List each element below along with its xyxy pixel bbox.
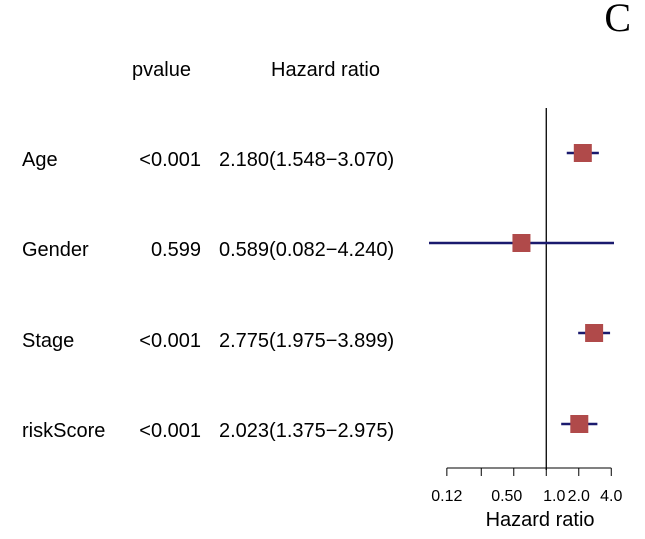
pvalue-column-header: pvalue bbox=[132, 59, 191, 81]
row-name-age: Age bbox=[22, 149, 58, 171]
panel-label: C bbox=[604, 0, 631, 40]
hr-box-gender bbox=[512, 234, 531, 252]
x-tick-label-3: 1.0 bbox=[543, 488, 565, 505]
x-tick-label-0: 0.12 bbox=[431, 488, 462, 505]
hr-box-stage bbox=[585, 324, 604, 342]
row-pvalue-riskscore: <0.001 bbox=[139, 420, 201, 442]
row-pvalue-age: <0.001 bbox=[139, 149, 201, 171]
hr-box-riskscore bbox=[570, 415, 589, 433]
row-hr-age: 2.180(1.548−3.070) bbox=[219, 149, 395, 171]
row-pvalue-stage: <0.001 bbox=[139, 330, 201, 352]
row-hr-stage: 2.775(1.975−3.899) bbox=[219, 330, 395, 352]
row-hr-gender: 0.589(0.082−4.240) bbox=[219, 239, 395, 261]
x-tick-label-5: 4.0 bbox=[600, 488, 622, 505]
row-name-riskscore: riskScore bbox=[22, 420, 106, 442]
x-tick-label-4: 2.0 bbox=[568, 488, 590, 505]
row-hr-riskscore: 2.023(1.375−2.975) bbox=[219, 420, 395, 442]
x-axis-title: Hazard ratio bbox=[486, 509, 595, 531]
row-pvalue-gender: 0.599 bbox=[150, 239, 201, 261]
hr-box-age bbox=[573, 144, 592, 162]
row-name-gender: Gender bbox=[22, 239, 89, 261]
x-tick-label-2: 0.50 bbox=[491, 488, 522, 505]
row-name-stage: Stage bbox=[22, 330, 75, 352]
hazard-ratio-column-header: Hazard ratio bbox=[271, 59, 380, 81]
